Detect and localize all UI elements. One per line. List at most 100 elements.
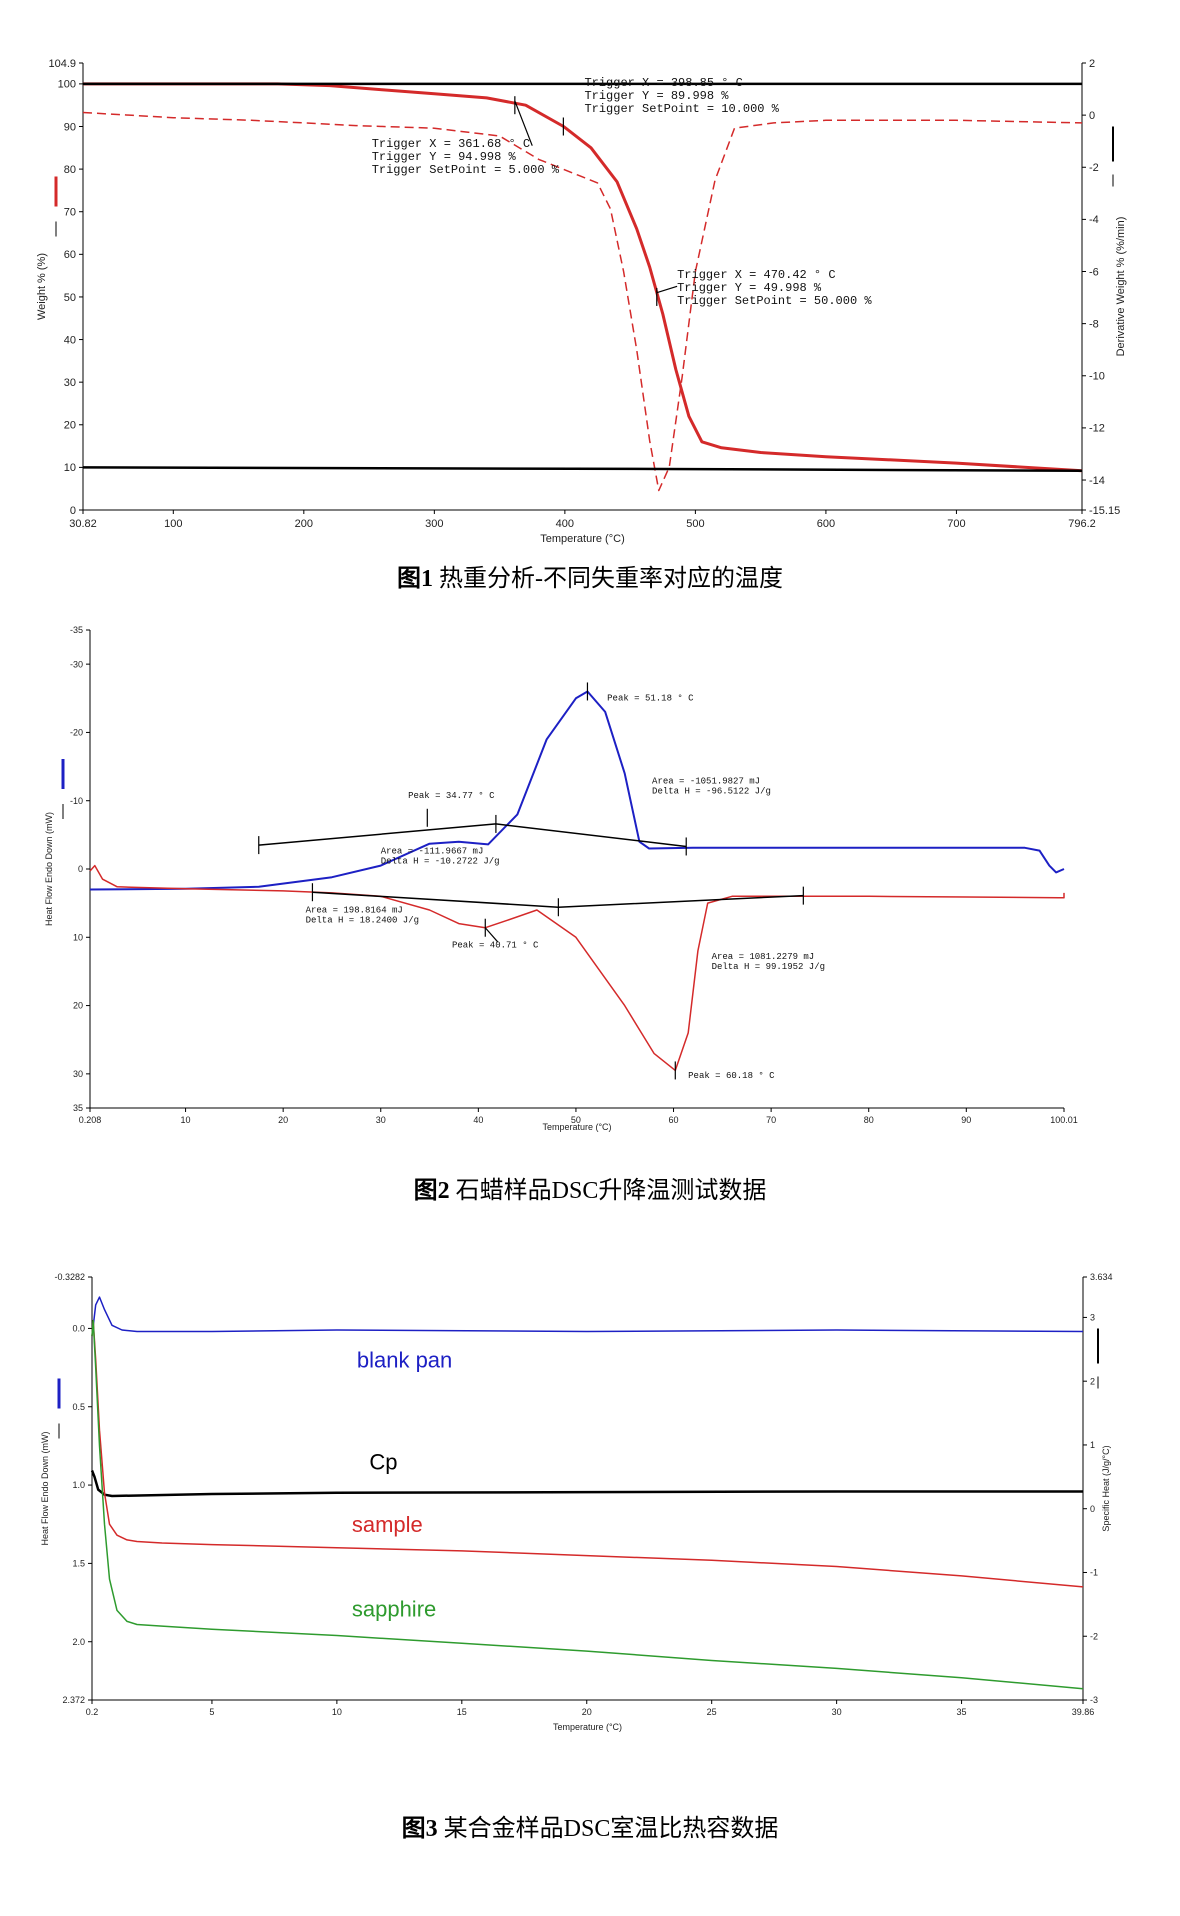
annotation: Peak = 60.18 ° C: [688, 1071, 775, 1081]
annotation-line: Trigger Y = 94.998 %: [372, 150, 517, 164]
annotation-line: Delta H = 18.2400 J/g: [306, 916, 419, 926]
x-tick-label: 90: [961, 1115, 971, 1125]
series-label: blank pan: [357, 1348, 452, 1373]
y-axis-label-right: Specific Heat (J/g/°C): [1101, 1445, 1111, 1531]
series-line-1: [89, 864, 1065, 1072]
figure3-title: 某合金样品DSC室温比热容数据: [443, 1816, 779, 1842]
y-tick-label-right: 2: [1090, 1376, 1095, 1386]
series-line-3: [82, 466, 1083, 473]
x-tick-label: 200: [295, 518, 313, 530]
x-axis-label: Temperature (°C): [540, 533, 624, 545]
y-tick-label-left: 50: [64, 292, 76, 304]
annotation: Peak = 40.71 ° C: [452, 941, 539, 951]
y-tick-label-left: 90: [64, 121, 76, 133]
y-tick-label-left: 20: [73, 1001, 83, 1011]
series-line-0: [91, 1296, 1084, 1337]
x-tick-label: 40: [473, 1115, 483, 1125]
series-label: sample: [352, 1512, 423, 1537]
series-label: sapphire: [352, 1597, 436, 1622]
y-tick-label-left: 0: [70, 505, 76, 517]
x-tick-label: 10: [181, 1115, 191, 1125]
x-tick-label: 400: [556, 518, 574, 530]
series-line-2: [91, 1319, 1084, 1588]
annotation-line: Trigger SetPoint = 10.000 %: [584, 102, 779, 116]
x-tick-label: 80: [864, 1115, 874, 1125]
y-axis-label-left: Heat Flow Endo Down (mW): [44, 812, 54, 926]
annotation-line: Trigger SetPoint = 5.000 %: [372, 163, 560, 177]
x-tick-label: 700: [947, 518, 965, 530]
annotation-line: Area = 198.8164 mJ: [306, 906, 403, 916]
y-tick-label-right: 3.634: [1090, 1272, 1113, 1282]
y-tick-label-right: -14: [1089, 475, 1105, 487]
series-line-1: [90, 1470, 1083, 1498]
annotation-line: Peak = 40.71 ° C: [452, 941, 539, 951]
figure1-title: 热重分析-不同失重率对应的温度: [439, 566, 783, 592]
y-tick-label-left: 30: [64, 377, 76, 389]
y-tick-label-left: 104.9: [48, 58, 76, 70]
y-tick-label-left: 10: [64, 462, 76, 474]
annotation-line: Delta H = -10.2722 J/g: [381, 856, 500, 866]
y-tick-label-right: -12: [1089, 423, 1105, 435]
x-tick-label: 500: [686, 518, 704, 530]
x-tick-label: 35: [957, 1707, 967, 1717]
y-axis-label-right: Derivative Weight % (%/min): [1115, 217, 1127, 357]
annotation: Peak = 34.77 ° C: [408, 791, 495, 801]
leader-line: [656, 285, 678, 294]
x-tick-label: 300: [425, 518, 443, 530]
dsc-paraffin-chart: 0.208 10 20 30 40 50 60 70 80 90 100.01 -35 -30 -20 -1…: [44, 625, 1078, 1132]
series-label: Cp: [369, 1449, 397, 1474]
dsc-specific-heat-chart: 0.2 5 10 15 20 25 30 35 39.86-0.32820.00.51.01.5…: [40, 1272, 1113, 1732]
annotation-line: Delta H = 99.1952 J/g: [712, 962, 825, 972]
x-tick-label: 0.208: [79, 1115, 102, 1125]
series-line-0: [89, 690, 1065, 891]
x-tick-label: 60: [669, 1115, 679, 1125]
x-tick-label: 5: [209, 1707, 214, 1717]
annotation-line: Peak = 34.77 ° C: [408, 791, 495, 801]
x-tick-label: 30: [376, 1115, 386, 1125]
y-tick-label-left: -10: [70, 796, 83, 806]
x-tick-label: 15: [457, 1707, 467, 1717]
y-tick-label-left: -35: [70, 625, 83, 635]
y-tick-label-right: -8: [1089, 318, 1099, 330]
leader-line: [514, 100, 533, 146]
annotation-line: Trigger X = 398.85 ° C: [584, 76, 742, 90]
y-tick-label-left: 0.5: [72, 1402, 85, 1412]
series-line-1: [82, 111, 1083, 492]
x-tick-label: 20: [278, 1115, 288, 1125]
x-tick-label: 30: [832, 1707, 842, 1717]
x-tick-label: 100.01: [1050, 1115, 1078, 1125]
y-tick-label-left: 40: [64, 334, 76, 346]
x-tick-label: 100: [164, 518, 182, 530]
y-axis-label-left: Weight % (%): [36, 253, 48, 320]
annotation-line: Area = -1051.9827 mJ: [652, 777, 760, 787]
y-tick-label-right: -6: [1089, 266, 1099, 278]
y-tick-label-left: 100: [58, 79, 76, 91]
y-tick-label-left: 2.0: [72, 1637, 85, 1647]
y-tick-label-left: 1.0: [72, 1480, 85, 1490]
y-tick-label-left: -0.3282: [54, 1272, 85, 1282]
y-tick-label-right: -1: [1090, 1568, 1098, 1578]
y-tick-label-right: -15.15: [1089, 505, 1120, 517]
y-tick-label-right: -2: [1089, 162, 1099, 174]
x-axis-label: Temperature (°C): [542, 1122, 611, 1132]
x-tick-label: 25: [707, 1707, 717, 1717]
y-tick-label-right: -3: [1090, 1695, 1098, 1705]
y-tick-label-right: 1: [1090, 1440, 1095, 1450]
figure2-number: 图2: [413, 1178, 450, 1204]
annotation-line: Trigger Y = 89.998 %: [584, 89, 729, 103]
y-tick-label-right: -4: [1089, 214, 1099, 226]
figure3-number: 图3: [401, 1816, 438, 1842]
x-tick-label: 0.2: [86, 1707, 99, 1717]
annotation-line: Peak = 60.18 ° C: [688, 1071, 775, 1081]
figure2-title: 石蜡样品DSC升降温测试数据: [455, 1178, 767, 1204]
y-tick-label-right: 0: [1089, 110, 1095, 122]
x-tick-label: 10: [332, 1707, 342, 1717]
annotation-line: Trigger Y = 49.998 %: [677, 281, 822, 295]
y-axis-label-left: Heat Flow Endo Down (mW): [40, 1431, 50, 1545]
y-tick-label-left: -30: [70, 659, 83, 669]
y-tick-label-left: 35: [73, 1103, 83, 1113]
y-tick-label-right: 0: [1090, 1504, 1095, 1514]
